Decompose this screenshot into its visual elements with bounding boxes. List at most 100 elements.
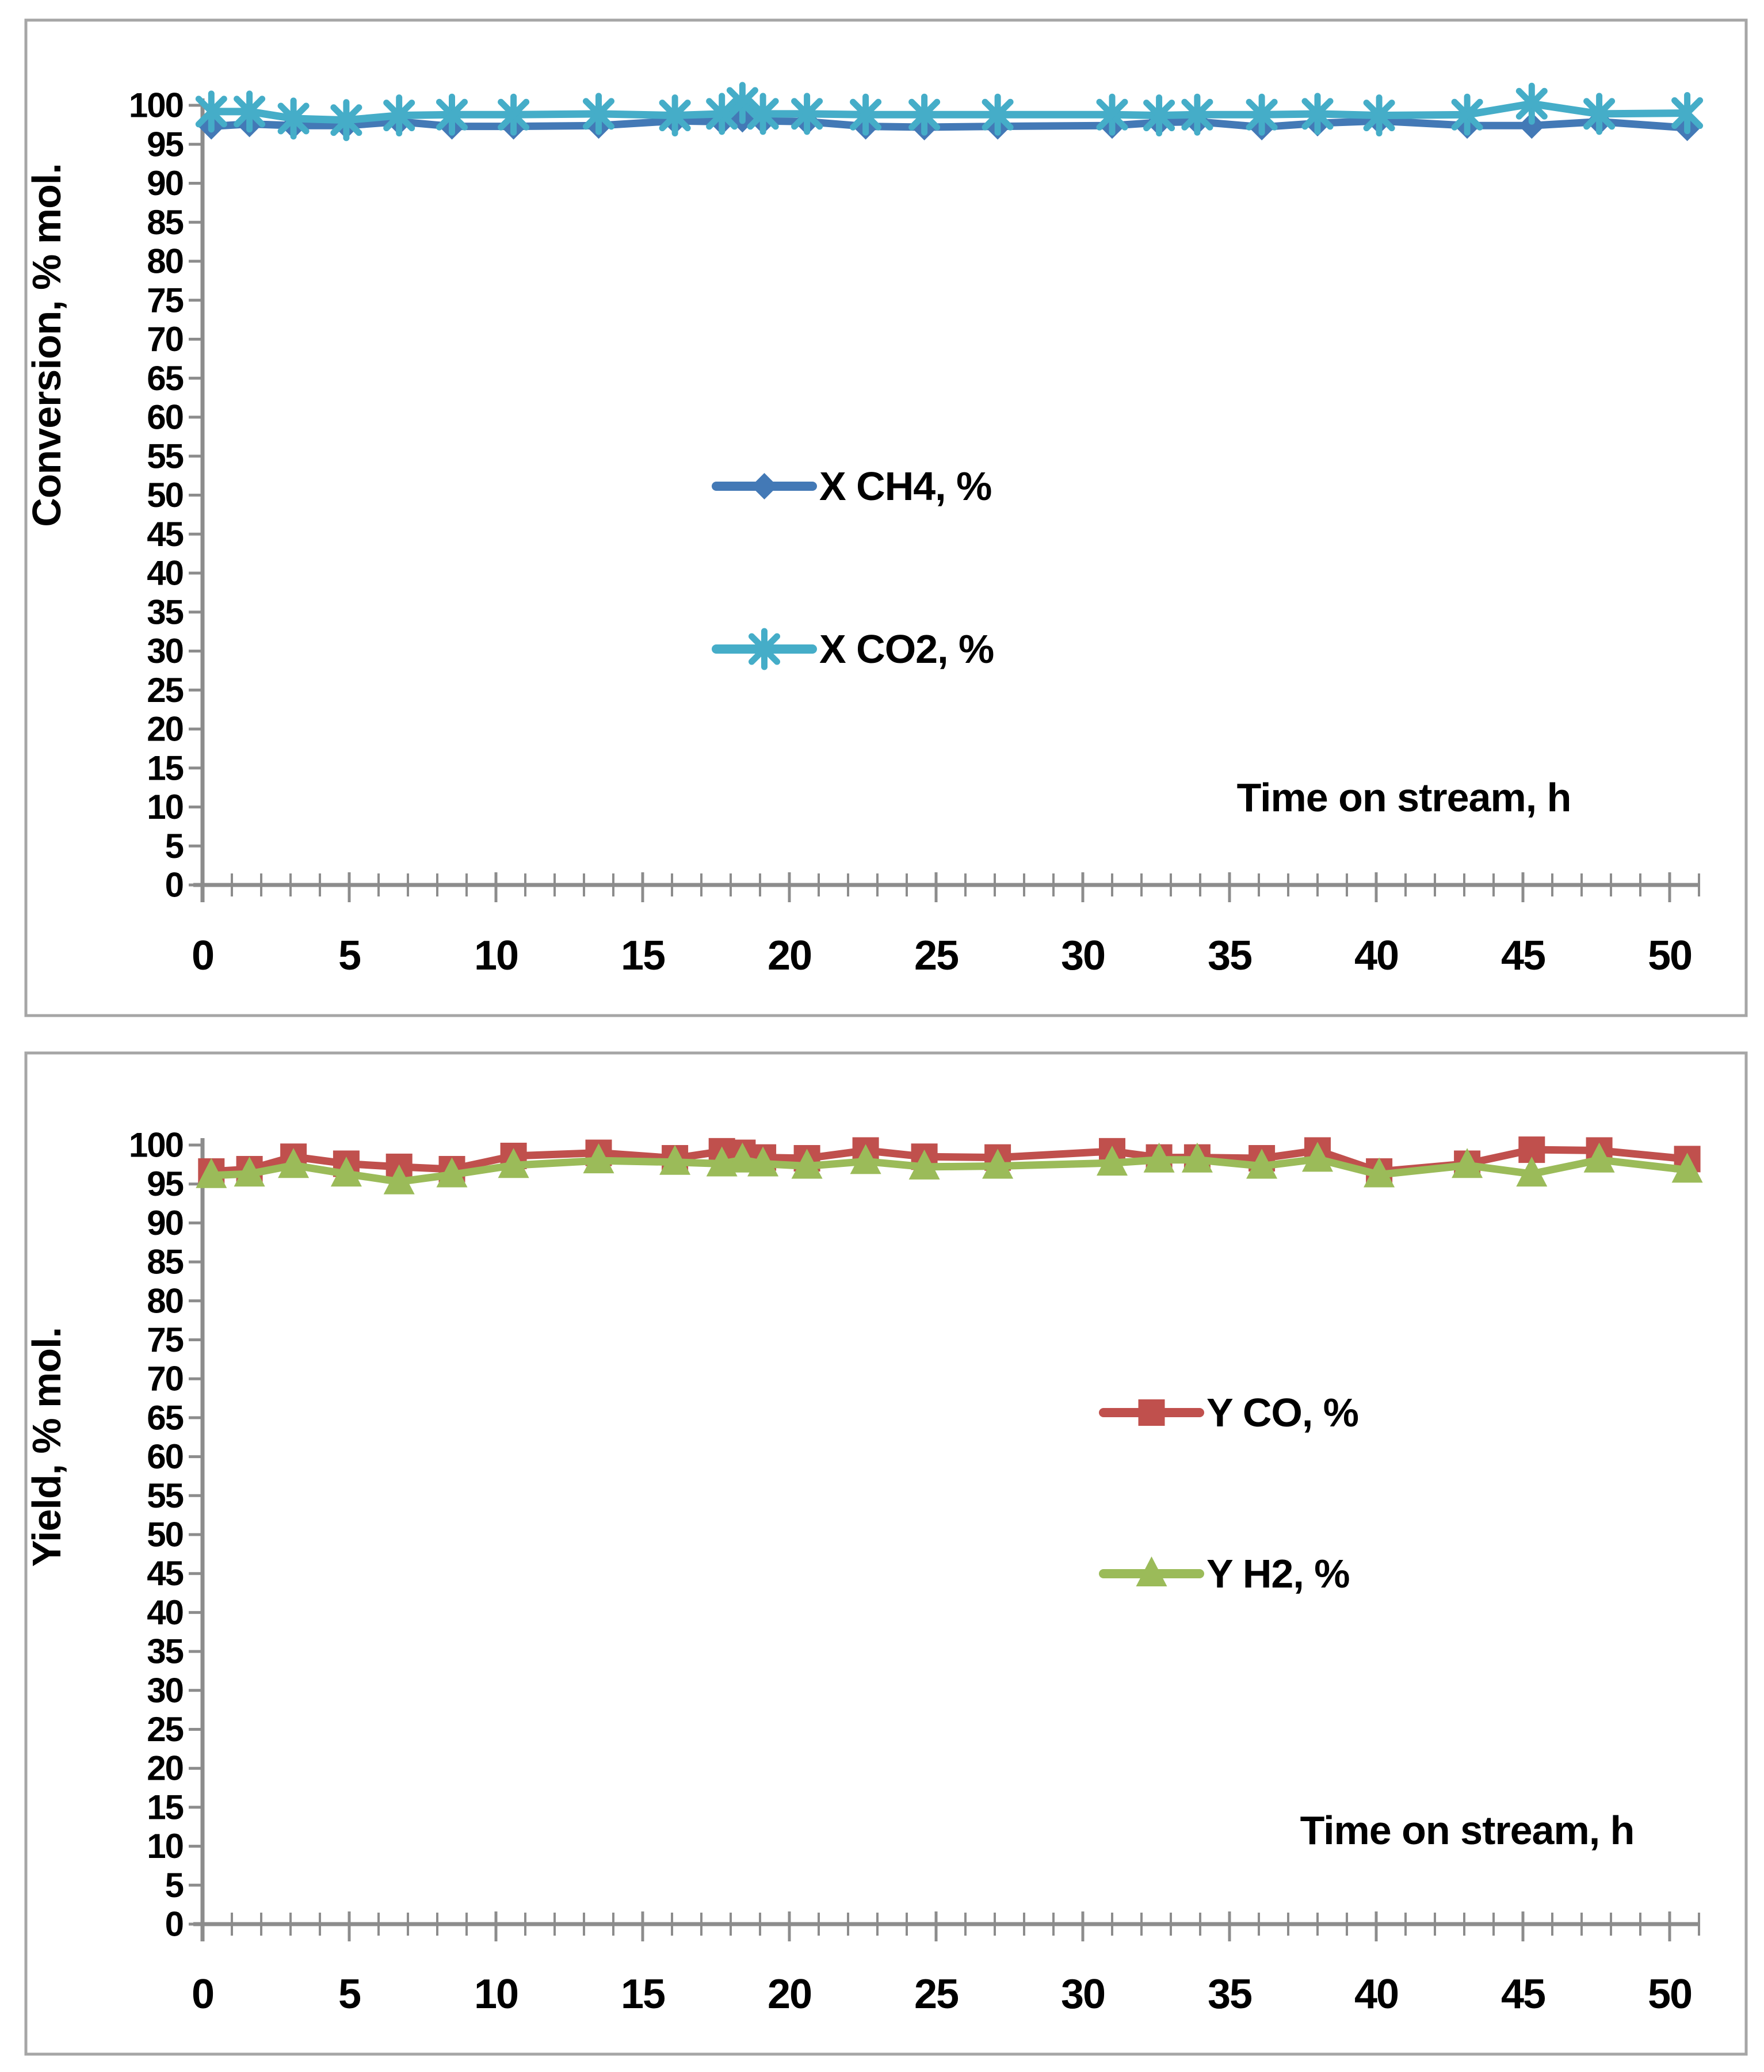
diamond-marker xyxy=(1518,112,1545,139)
y-tick-label: 20 xyxy=(147,710,183,749)
y-tick-label: 15 xyxy=(147,749,183,787)
asterisk-marker xyxy=(747,93,779,135)
series-x-co2- xyxy=(195,82,1704,142)
triangle-marker xyxy=(850,1144,881,1174)
asterisk-marker xyxy=(436,93,468,136)
asterisk-marker xyxy=(1451,93,1483,136)
y-tick-label: 35 xyxy=(147,593,183,631)
triangle-marker xyxy=(1246,1148,1278,1179)
asterisk-marker xyxy=(383,94,415,137)
x-tick-label: 5 xyxy=(338,933,361,979)
x-tick-label: 15 xyxy=(621,1971,665,2017)
triangle-marker xyxy=(1516,1157,1548,1187)
x-tick-label: 0 xyxy=(192,1971,213,2017)
asterisk-marker xyxy=(706,93,738,135)
y-tick-label: 40 xyxy=(147,1593,183,1632)
asterisk-marker xyxy=(726,82,758,124)
y-tick-label: 5 xyxy=(165,827,184,865)
y-tick-label: 85 xyxy=(147,203,183,242)
x-tick-label: 50 xyxy=(1648,1971,1692,2017)
x-tick-label: 35 xyxy=(1208,933,1252,979)
triangle-marker xyxy=(982,1148,1014,1179)
x-tick-label: 40 xyxy=(1354,1971,1398,2017)
y-tick-label: 10 xyxy=(147,1827,183,1865)
asterisk-marker xyxy=(195,90,227,133)
asterisk-marker xyxy=(791,93,823,135)
legend-label-y-co: Y CO, % xyxy=(1206,1390,1358,1435)
y-tick-label: 0 xyxy=(165,1905,183,1944)
y-tick-label: 5 xyxy=(165,1866,184,1905)
triangle-marker xyxy=(278,1148,310,1178)
y-tick-label: 95 xyxy=(147,1165,183,1203)
conversion-chart: 0510152025303540455055606570758085909510… xyxy=(24,18,1748,1017)
y-tick-label: 100 xyxy=(129,1126,183,1165)
y-tick-label: 15 xyxy=(147,1788,183,1826)
y-tick-label: 75 xyxy=(147,1321,183,1359)
y-tick-label: 60 xyxy=(147,398,183,437)
y-tick-label: 45 xyxy=(147,1554,183,1593)
asterisk-marker xyxy=(277,97,310,140)
triangle-marker xyxy=(747,1146,779,1177)
yield-series xyxy=(196,1136,1703,1195)
y-tick-label: 35 xyxy=(147,1632,183,1671)
triangle-marker xyxy=(1136,1556,1167,1586)
triangle-marker xyxy=(1181,1142,1213,1173)
y-tick-label: 70 xyxy=(147,1360,183,1398)
legend-key-y-h2- xyxy=(1099,1556,1204,1586)
legend-label-y-h2: Y H2, % xyxy=(1206,1551,1350,1596)
asterisk-marker xyxy=(908,93,941,136)
x-tick-label: 20 xyxy=(768,933,811,979)
diamond-marker xyxy=(751,473,778,499)
series-line xyxy=(207,1155,1692,1186)
y-tick-label: 90 xyxy=(147,1204,183,1242)
triangle-marker xyxy=(583,1143,614,1174)
conversion-x-axis-title: Time on stream, h xyxy=(1237,775,1571,820)
y-tick-label: 55 xyxy=(147,1476,183,1515)
asterisk-marker xyxy=(1363,94,1395,137)
asterisk-marker xyxy=(659,94,691,137)
triangle-marker xyxy=(498,1148,529,1178)
x-tick-label: 10 xyxy=(474,933,518,979)
y-tick-label: 0 xyxy=(165,866,183,905)
asterisk-marker xyxy=(1246,93,1278,136)
asterisk-marker xyxy=(1143,94,1175,137)
x-tick-label: 10 xyxy=(474,1971,518,2017)
x-tick-label: 35 xyxy=(1208,1971,1252,2017)
triangle-marker xyxy=(1671,1153,1703,1183)
legend-key-x-co2- xyxy=(712,628,817,670)
series-y-h2- xyxy=(196,1142,1703,1195)
asterisk-marker xyxy=(498,93,530,136)
triangle-marker xyxy=(727,1142,758,1173)
asterisk-marker xyxy=(1515,82,1548,125)
legend-label-x-ch4: X CH4, % xyxy=(819,464,991,509)
triangle-marker xyxy=(234,1157,265,1187)
triangle-marker xyxy=(330,1157,362,1187)
x-tick-label: 25 xyxy=(914,933,959,979)
asterisk-marker xyxy=(1671,92,1704,135)
triangle-marker xyxy=(383,1164,415,1195)
asterisk-marker xyxy=(1583,93,1616,135)
conversion-legend xyxy=(712,473,817,670)
conversion-series xyxy=(195,82,1704,142)
yield-x-axis-title: Time on stream, h xyxy=(1300,1808,1635,1853)
legend-key-y-co- xyxy=(1099,1399,1204,1426)
triangle-marker xyxy=(1143,1142,1175,1173)
y-tick-label: 10 xyxy=(147,788,183,826)
x-tick-label: 30 xyxy=(1061,1971,1105,2017)
y-tick-label: 100 xyxy=(129,86,183,125)
y-tick-label: 25 xyxy=(147,1710,183,1749)
y-tick-label: 40 xyxy=(147,554,183,593)
asterisk-marker xyxy=(982,93,1014,136)
y-tick-label: 85 xyxy=(147,1243,183,1281)
square-marker xyxy=(1138,1399,1165,1426)
y-tick-label: 90 xyxy=(147,164,183,203)
y-tick-label: 25 xyxy=(147,671,183,709)
x-tick-label: 0 xyxy=(192,933,213,979)
asterisk-marker xyxy=(1181,93,1213,136)
yield-panel-border xyxy=(24,1051,1748,2056)
y-tick-label: 55 xyxy=(147,437,183,475)
legend-label-x-co2: X CO2, % xyxy=(819,627,994,671)
asterisk-marker xyxy=(850,93,882,136)
yield-legend xyxy=(1099,1399,1204,1586)
triangle-marker xyxy=(436,1157,468,1188)
